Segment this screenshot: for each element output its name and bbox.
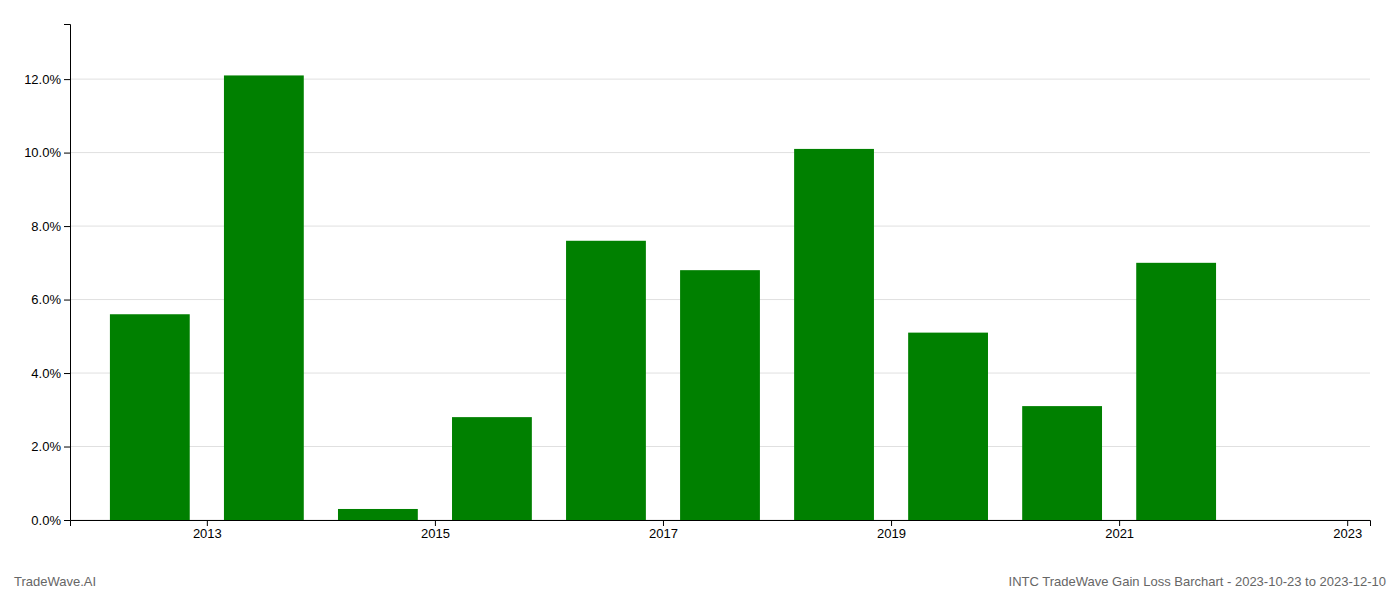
axis-line bbox=[64, 25, 71, 521]
tick-label: 6.0% bbox=[31, 292, 61, 307]
bars bbox=[110, 75, 1216, 520]
tick-label: 8.0% bbox=[31, 219, 61, 234]
tick-mark bbox=[1347, 520, 1348, 526]
tick: 6.0% bbox=[31, 292, 70, 307]
bar bbox=[566, 241, 646, 520]
tick: 2021 bbox=[1105, 520, 1134, 541]
tick-mark bbox=[64, 226, 70, 227]
tick-mark bbox=[435, 520, 436, 526]
tick-mark bbox=[64, 447, 70, 448]
tick: 2015 bbox=[421, 520, 450, 541]
tick: 4.0% bbox=[31, 366, 70, 381]
tick: 12.0% bbox=[24, 72, 70, 87]
tick: 0.0% bbox=[31, 513, 70, 528]
tick-label: 2015 bbox=[421, 526, 450, 541]
tick-mark bbox=[663, 520, 664, 526]
tick: 2019 bbox=[877, 520, 906, 541]
tick: 8.0% bbox=[31, 219, 70, 234]
x-axis: 2013 2015 2017 2019 2021 2023 bbox=[71, 520, 1371, 541]
axis-line bbox=[71, 521, 1371, 527]
y-axis: 0.0% 2.0% 4.0% 6.0% 8.0% 10.0% 12.0% bbox=[24, 25, 70, 528]
tick-mark bbox=[64, 520, 70, 521]
tick: 2013 bbox=[193, 520, 222, 541]
bar bbox=[452, 417, 532, 520]
tick-label: 2019 bbox=[877, 526, 906, 541]
tick-mark bbox=[207, 520, 208, 526]
tick-label: 2021 bbox=[1105, 526, 1134, 541]
watermark: TradeWave.AI bbox=[14, 574, 96, 589]
tick-label: 2013 bbox=[193, 526, 222, 541]
bar bbox=[338, 509, 418, 520]
tick-mark bbox=[64, 153, 70, 154]
bar bbox=[1250, 520, 1330, 521]
tick: 2017 bbox=[649, 520, 678, 541]
bar bbox=[1022, 406, 1102, 520]
tick-label: 4.0% bbox=[31, 366, 61, 381]
tick-label: 2017 bbox=[649, 526, 678, 541]
bar bbox=[224, 75, 304, 520]
bar bbox=[1136, 263, 1216, 520]
tick: 10.0% bbox=[24, 145, 70, 160]
bar bbox=[110, 314, 190, 520]
tick: 2.0% bbox=[31, 439, 70, 454]
title: INTC TradeWave Gain Loss Barchart - 2023… bbox=[1009, 574, 1386, 589]
chart: 0.0%2.0%4.0%6.0%8.0%10.0%12.0%2013201520… bbox=[0, 0, 1400, 600]
tick: 2023 bbox=[1333, 520, 1362, 541]
bar bbox=[794, 149, 874, 520]
tick-mark bbox=[891, 520, 892, 526]
bar bbox=[908, 333, 988, 520]
tick-label: 10.0% bbox=[24, 145, 61, 160]
tick-label: 2.0% bbox=[31, 439, 61, 454]
tick-mark bbox=[64, 373, 70, 374]
tick-label: 12.0% bbox=[24, 72, 61, 87]
tick-mark bbox=[64, 79, 70, 80]
tick-mark bbox=[1119, 520, 1120, 526]
tick-label: 2023 bbox=[1333, 526, 1362, 541]
plot: 0.0%2.0%4.0%6.0%8.0%10.0%12.0%2013201520… bbox=[24, 25, 1370, 542]
tick-mark bbox=[64, 300, 70, 301]
bar bbox=[680, 270, 760, 520]
tick-label: 0.0% bbox=[31, 513, 61, 528]
